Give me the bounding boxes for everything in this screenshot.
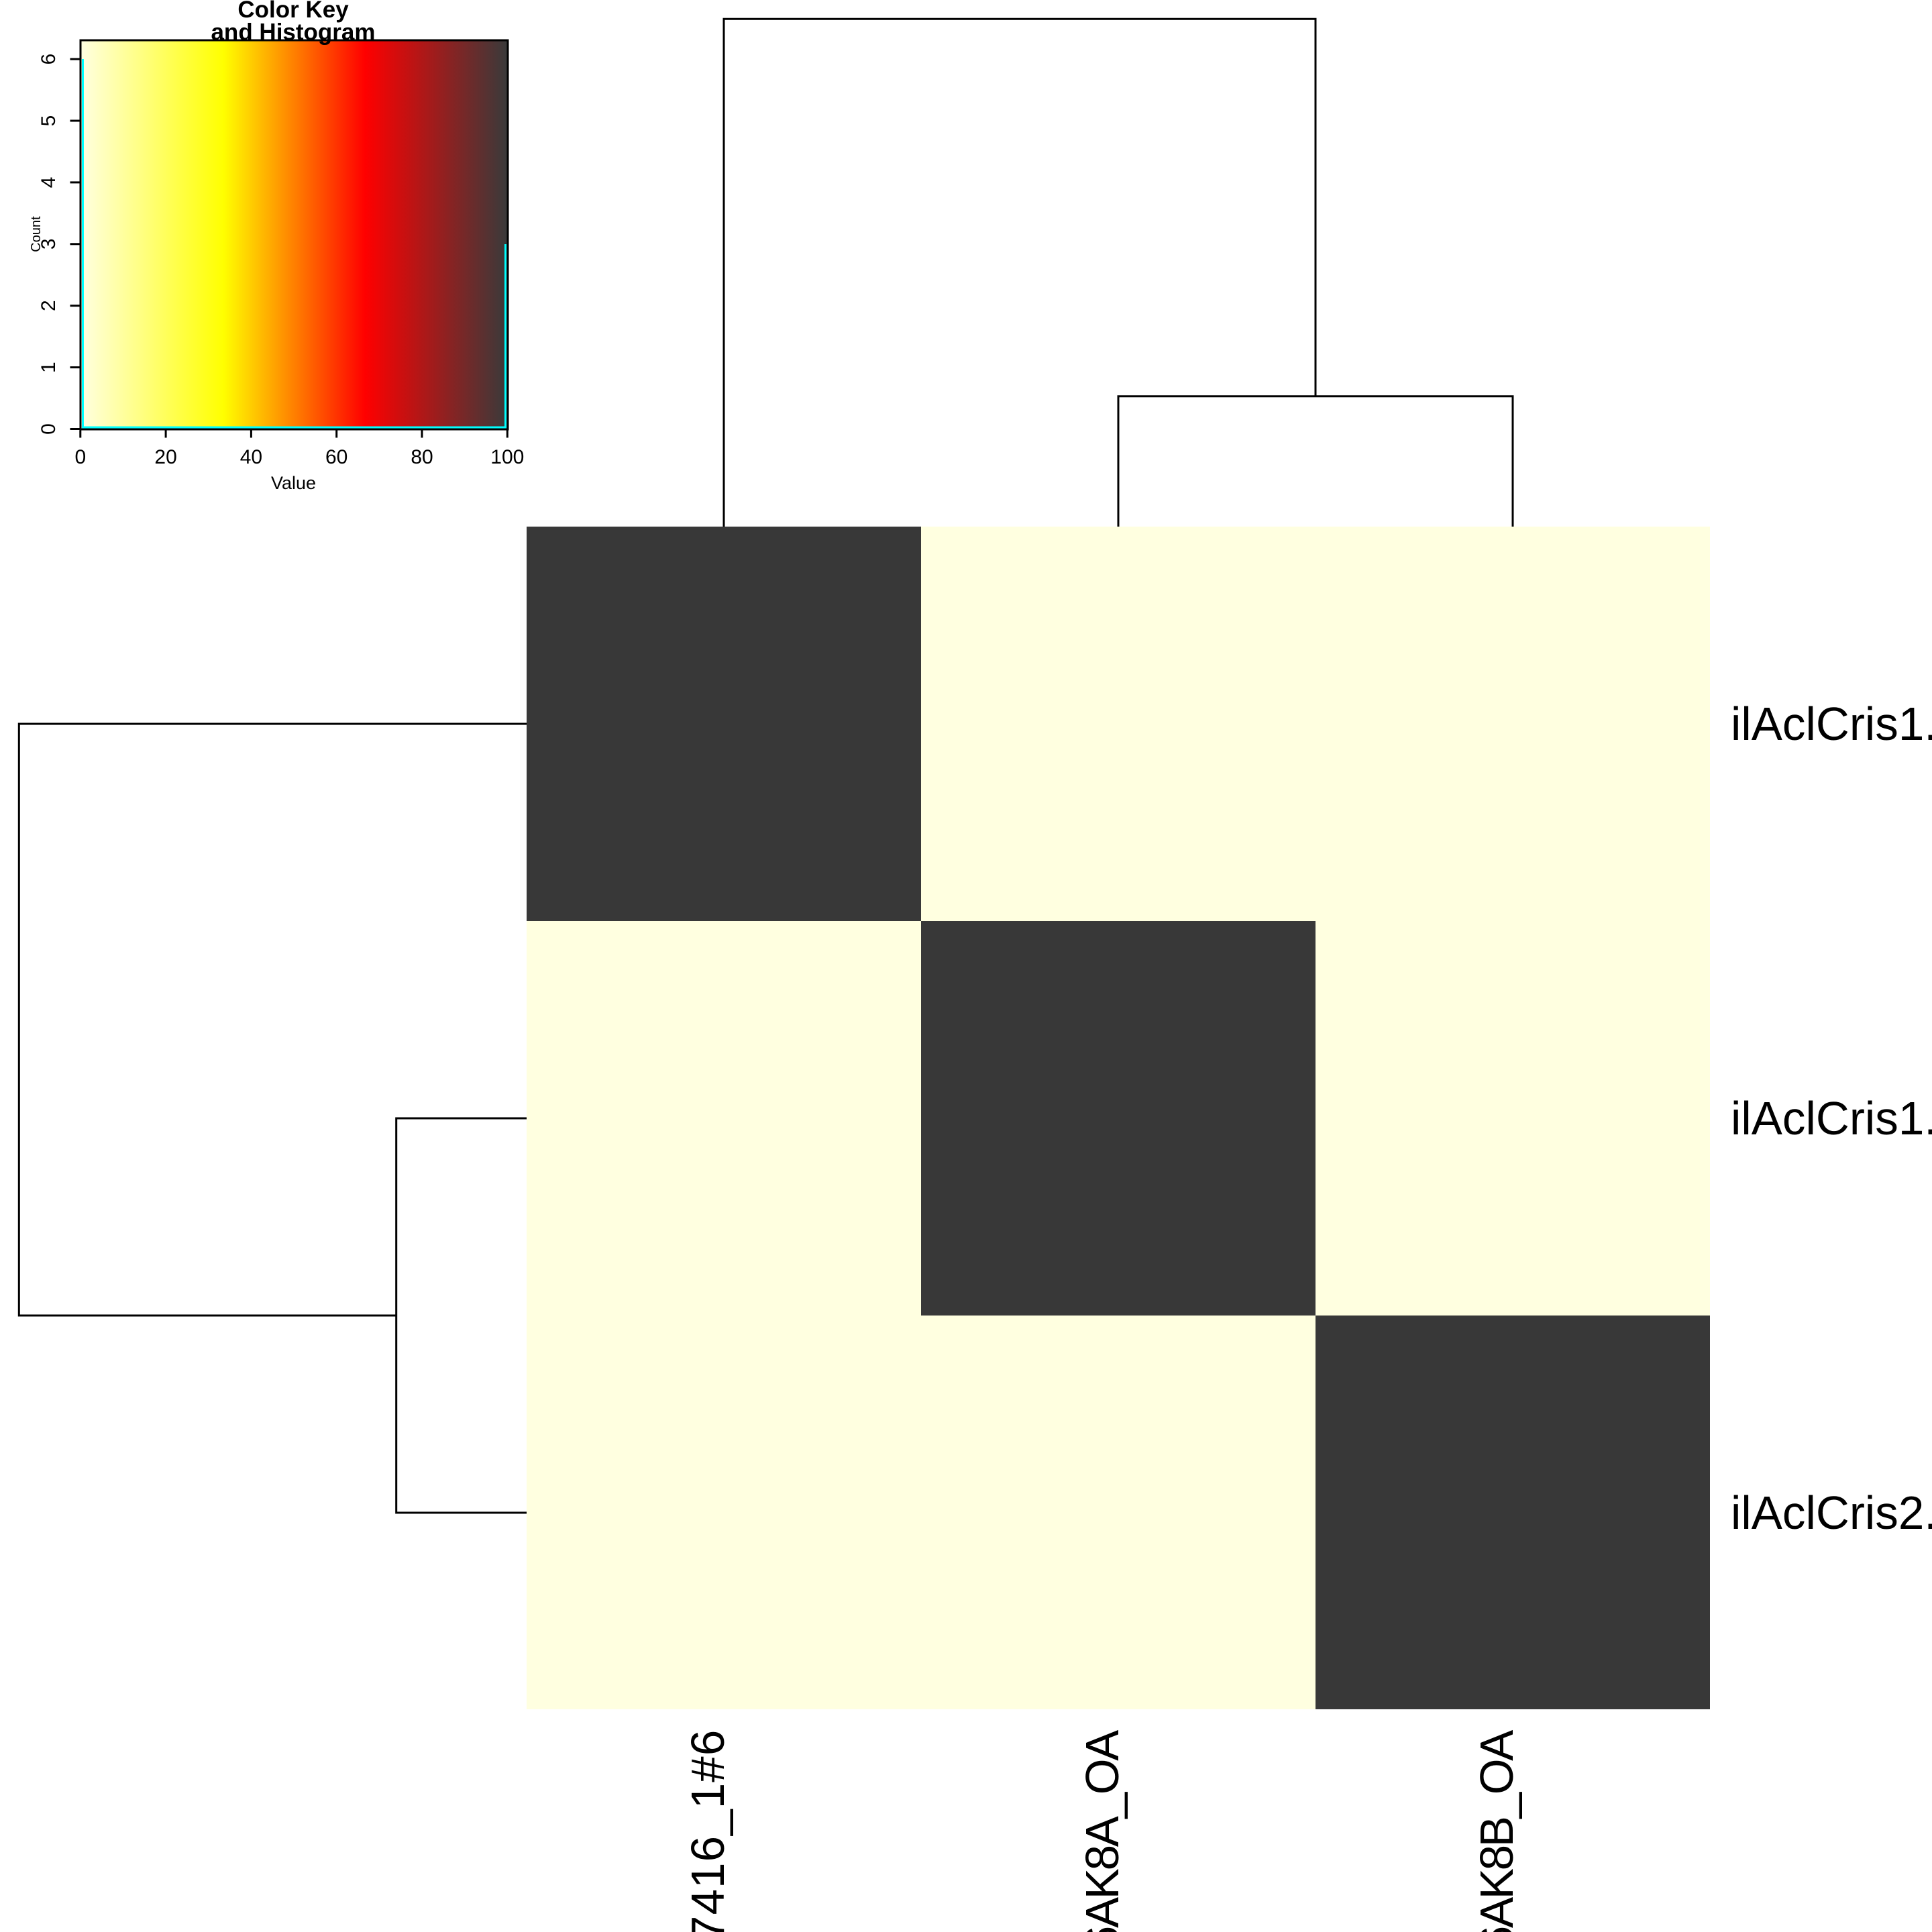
svg-text:Value: Value (271, 473, 316, 493)
svg-text:6: 6 (38, 54, 60, 65)
svg-text:20: 20 (154, 446, 176, 468)
svg-text:4: 4 (38, 177, 60, 189)
svg-text:ilAclCris2.6AK8B_OA: ilAclCris2.6AK8B_OA (1731, 1487, 1932, 1539)
svg-text:100: 100 (490, 446, 524, 468)
svg-text:ilAclCris1.7416_1#6: ilAclCris1.7416_1#6 (1731, 698, 1932, 750)
svg-text:60: 60 (325, 446, 347, 468)
svg-text:and Histogram: and Histogram (211, 19, 375, 45)
svg-text:Count: Count (29, 216, 44, 252)
svg-text:Color Key: Color Key (237, 0, 349, 23)
svg-text:1: 1 (38, 362, 60, 373)
svg-text:ilAclCris1.6AK8A_OA: ilAclCris1.6AK8A_OA (1076, 1729, 1128, 1932)
svg-text:0: 0 (74, 446, 86, 468)
svg-text:80: 80 (411, 446, 433, 468)
svg-text:ilAclCris2.6AK8B_OA: ilAclCris2.6AK8B_OA (1470, 1729, 1523, 1932)
svg-text:0: 0 (38, 423, 60, 435)
svg-text:5: 5 (38, 115, 60, 127)
svg-text:40: 40 (240, 446, 262, 468)
svg-text:ilAclCris1.7416_1#6: ilAclCris1.7416_1#6 (682, 1729, 734, 1932)
svg-text:ilAclCris1.6AK8A_OA: ilAclCris1.6AK8A_OA (1731, 1092, 1932, 1144)
svg-text:2: 2 (38, 300, 60, 311)
svg-text:3: 3 (38, 238, 60, 250)
